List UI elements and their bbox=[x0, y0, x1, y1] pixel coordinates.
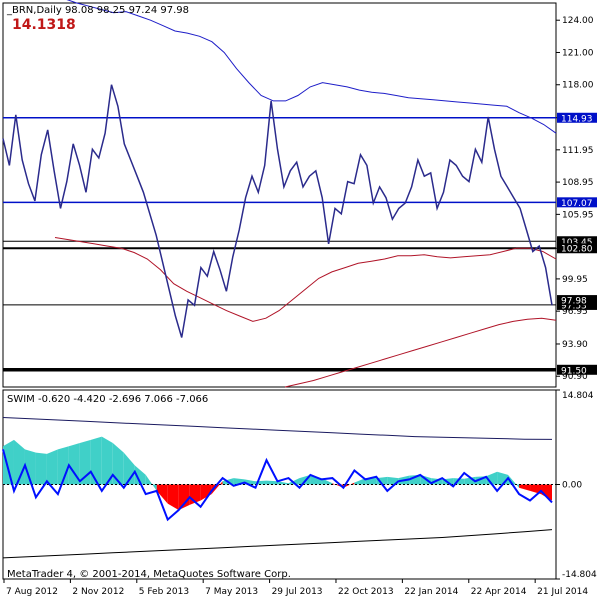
osc-fill-14 bbox=[156, 484, 168, 504]
osc-fill-13 bbox=[145, 474, 157, 491]
price-ytick-label-6: 105.95 bbox=[562, 210, 594, 220]
xtick-label-3: 7 May 2013 bbox=[205, 587, 258, 597]
level-label-box-2 bbox=[557, 236, 597, 247]
osc-fill-6 bbox=[68, 443, 80, 485]
osc-fill-0 bbox=[3, 439, 14, 485]
price-ytick-label-11: 90.90 bbox=[562, 372, 588, 382]
osc-fill-12 bbox=[134, 465, 146, 485]
osc-fill-3 bbox=[35, 452, 47, 485]
spread-value: 14.1318 bbox=[12, 17, 76, 33]
xtick-label-6: 22 Jan 2014 bbox=[404, 587, 458, 597]
xtick-label-7: 22 Apr 2014 bbox=[471, 587, 527, 597]
osc-lower-envelope bbox=[2, 529, 553, 559]
symbol-header: _BRN,Daily 98.08 98.25 97.24 97.98 bbox=[7, 5, 189, 16]
price-line bbox=[2, 84, 553, 338]
indicator-label: SWIM -0.620 -4.420 -2.696 7.066 -7.066 bbox=[7, 394, 209, 405]
level-label-3: 102.80 bbox=[561, 245, 593, 255]
level-label-box-0 bbox=[557, 112, 597, 123]
level-label-5: 91.50 bbox=[561, 366, 587, 376]
xtick-label-8: 21 Jul 2014 bbox=[537, 587, 588, 597]
osc-fill-8 bbox=[90, 436, 102, 485]
current-price-box bbox=[557, 295, 597, 306]
osc-fill-18 bbox=[200, 484, 212, 501]
level-label-0: 114.93 bbox=[561, 114, 593, 124]
price-ytick-label-10: 93.90 bbox=[562, 340, 588, 350]
xtick-label-1: 2 Nov 2012 bbox=[72, 587, 124, 597]
level-label-4: 97.53 bbox=[561, 301, 587, 311]
osc-fill-48 bbox=[530, 484, 542, 495]
price-ytick-label-5: 108.95 bbox=[562, 178, 594, 188]
xtick-label-5: 22 Oct 2013 bbox=[338, 587, 394, 597]
osc-fill-25 bbox=[277, 481, 289, 485]
price-ytick-label-2: 118.00 bbox=[562, 81, 594, 91]
price-ytick-label-4: 111.95 bbox=[562, 146, 594, 156]
osc-fill-49 bbox=[541, 484, 552, 501]
osc-fill-24 bbox=[266, 480, 278, 485]
level-label-box-1 bbox=[557, 197, 597, 208]
price-ytick-label-0: 124.00 bbox=[562, 16, 594, 26]
osc-ytick-label-2: -14.804 bbox=[562, 570, 597, 580]
level-label-2: 103.45 bbox=[561, 238, 593, 248]
copyright-text: MetaTrader 4, © 2001-2014, MetaQuotes So… bbox=[7, 569, 291, 580]
osc-fill-26 bbox=[288, 478, 300, 485]
middle-band-line bbox=[54, 237, 557, 322]
osc-fill-9 bbox=[101, 436, 113, 485]
osc-fill-32 bbox=[354, 478, 366, 485]
xtick-label-4: 29 Jul 2013 bbox=[272, 587, 323, 597]
osc-fill-47 bbox=[519, 484, 531, 491]
osc-ytick-label-0: 14.804 bbox=[562, 391, 594, 401]
level-label-box-3 bbox=[557, 243, 597, 254]
level-label-1: 107.07 bbox=[561, 199, 593, 209]
osc-fill-16 bbox=[178, 484, 190, 511]
xtick-label-0: 7 Aug 2012 bbox=[6, 587, 58, 597]
price-ytick-label-8: 99.95 bbox=[562, 275, 588, 285]
price-panel-frame bbox=[2, 2, 557, 388]
current-price-label: 97.98 bbox=[561, 297, 587, 307]
level-label-box-5 bbox=[557, 364, 597, 375]
osc-fill-15 bbox=[167, 484, 179, 511]
price-ytick-label-9: 96.95 bbox=[562, 307, 588, 317]
osc-upper-envelope bbox=[2, 417, 553, 440]
lower-band-line bbox=[284, 317, 557, 388]
upper-band-line bbox=[66, 0, 557, 134]
price-ytick-label-1: 121.00 bbox=[562, 48, 594, 58]
osc-fill-4 bbox=[46, 449, 58, 485]
osc-fill-10 bbox=[112, 443, 124, 485]
osc-ytick-label-1: 0.00 bbox=[562, 481, 582, 491]
xtick-label-2: 5 Feb 2013 bbox=[139, 587, 189, 597]
osc-line bbox=[2, 449, 553, 522]
